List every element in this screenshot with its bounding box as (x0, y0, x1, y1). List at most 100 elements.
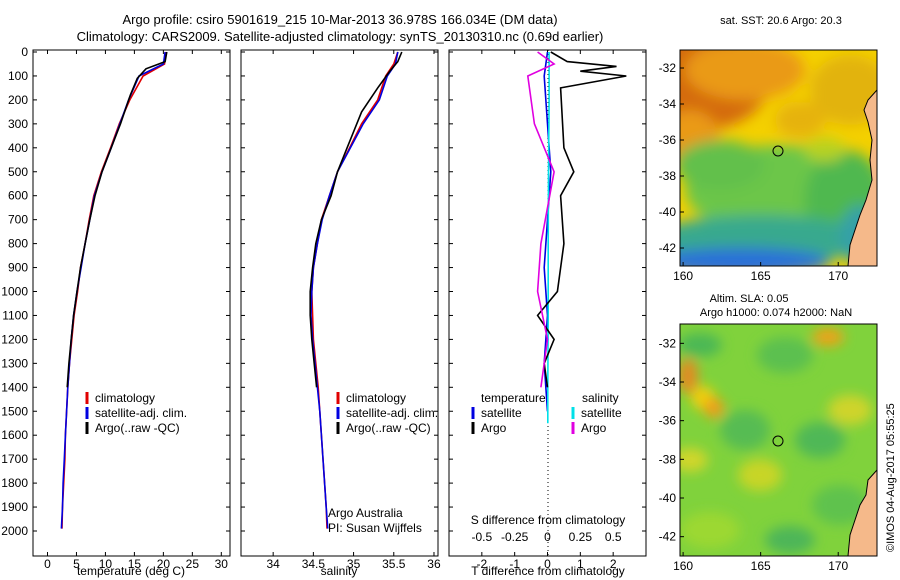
sla-map-title-line-1: Altim. SLA: 0.05 (710, 293, 789, 305)
sst-map-title: sat. SST: 20.6 Argo: 20.3 (720, 15, 842, 27)
x-tick-label: -2 (476, 557, 487, 571)
depth-tick-label: 1100 (2, 308, 28, 322)
temperature-axis-label: temperature (deg C) (77, 564, 185, 578)
map-x-tick-label: 170 (828, 559, 848, 573)
x-tick-label: -1 (509, 557, 520, 571)
depth-axis: 0 100 200 300 400 500 600 700 800 900 1000 1100 1200… (1, 45, 646, 538)
x-tick-label: 25 (186, 557, 200, 571)
x-tick-label: 15 (128, 557, 142, 571)
depth-tick-label: 0 (21, 45, 28, 59)
depth-tick-label: 800 (8, 237, 28, 251)
sla-map-ticks: 160 165 170 -32 -34 -36 -38 -40 -42 (659, 336, 849, 573)
temperature-axis-ticks: 0 5 10 15 20 25 30 (44, 50, 228, 571)
map-y-tick-label: -32 (659, 336, 677, 350)
x-tick-label: 2 (610, 557, 617, 571)
map-y-tick-label: -36 (659, 414, 677, 428)
depth-tick-label: 300 (8, 117, 28, 131)
map-x-tick-label: 160 (673, 269, 693, 283)
legend-temp-satellite-label: satellite (481, 406, 522, 420)
legend-sal-argo-label: Argo (581, 421, 607, 435)
salinity-axis-label: salinity (321, 564, 358, 578)
depth-tick-label: 1200 (1, 332, 28, 346)
legend-sal-satellite-label: satellite (581, 406, 622, 420)
sla-map-title-line-2: Argo h1000: 0.074 h2000: NaN (700, 307, 852, 319)
temperature-profiles (60, 51, 168, 529)
top-tick-label: -0.25 (501, 530, 529, 544)
legend-climatology-label: climatology (346, 391, 406, 405)
top-tick-label: 0.5 (605, 530, 622, 544)
depth-tick-label: 2000 (1, 524, 28, 538)
map-y-tick-label: -40 (659, 491, 677, 505)
map-x-tick-label: 165 (751, 269, 771, 283)
map-y-tick-label: -38 (659, 452, 677, 466)
x-tick-label: 20 (157, 557, 171, 571)
x-tick-label: 1 (577, 557, 584, 571)
temperature-legend: climatology satellite-adj. clim. Argo(..… (85, 391, 187, 435)
series-line-satellite-adj-clim- (310, 51, 399, 529)
legend-temperature-header: temperature (481, 391, 546, 405)
map-y-tick-label: -40 (659, 205, 677, 219)
sla-map-frame (679, 323, 878, 557)
figure-title-line-2: Climatology: CARS2009. Satellite-adjuste… (76, 29, 604, 44)
depth-tick-label: 1500 (1, 404, 28, 418)
series-line-argo-raw-qc- (66, 51, 168, 388)
imos-timestamp: ©IMOS 04-Aug-2017 05:55:25 (885, 403, 897, 552)
map-y-tick-label: -38 (659, 169, 677, 183)
sla-map (680, 324, 877, 556)
t-difference-axis-label: T difference from climatology (471, 564, 625, 578)
legend-argo-label: Argo(..raw -QC) (95, 421, 180, 435)
argo-australia-label: Argo Australia (328, 506, 403, 520)
legend-satellite-label: satellite-adj. clim. (346, 406, 438, 420)
legend-salinity-header: salinity (582, 391, 619, 405)
depth-tick-label: 1700 (1, 452, 28, 466)
depth-tick-label: 1600 (1, 428, 28, 442)
depth-tick-label: 500 (8, 165, 28, 179)
depth-tick-label: 1000 (1, 285, 28, 299)
salinity-legend: climatology satellite-adj. clim. Argo(..… (336, 391, 438, 435)
depth-tick-label: 900 (8, 261, 28, 275)
map-x-tick-label: 165 (751, 559, 771, 573)
depth-tick-label: 1400 (1, 380, 28, 394)
top-tick-label: 0.25 (569, 530, 593, 544)
difference-profiles (526, 51, 627, 424)
map-y-tick-label: -42 (659, 241, 677, 255)
x-tick-label: 30 (215, 557, 229, 571)
sst-map-frame (679, 49, 878, 267)
sst-map (680, 50, 877, 266)
series-line-argo (526, 51, 556, 388)
depth-tick-label: 100 (8, 69, 28, 83)
series-line-argo (536, 51, 627, 388)
map-y-tick-label: -36 (659, 133, 677, 147)
depth-tick-label: 200 (8, 93, 28, 107)
x-tick-label: 34 (266, 557, 280, 571)
x-tick-label: 34.5 (302, 557, 326, 571)
map-y-tick-label: -42 (659, 530, 677, 544)
series-line-climatology (310, 51, 399, 529)
x-tick-label: 0 (44, 557, 51, 571)
salinity-axis-ticks: 34 34.5 35 35.5 36 (266, 50, 441, 571)
legend-climatology-label: climatology (95, 391, 155, 405)
x-tick-label: 10 (99, 557, 113, 571)
top-tick-label: 0 (544, 530, 551, 544)
depth-tick-label: 700 (8, 213, 28, 227)
series-line-satellite (547, 52, 550, 424)
x-tick-label: 35 (347, 557, 361, 571)
legend-satellite-label: satellite-adj. clim. (95, 406, 187, 420)
x-tick-label: 5 (73, 557, 80, 571)
depth-tick-label: 1800 (1, 476, 28, 490)
map-x-tick-label: 160 (673, 559, 693, 573)
x-tick-label: 35.5 (382, 557, 406, 571)
difference-legend: temperature salinity satellite satellite… (471, 391, 622, 435)
sst-map-ticks: 160 165 170 -32 -34 -36 -38 -40 -42 (659, 61, 849, 283)
depth-tick-label: 600 (8, 189, 28, 203)
top-tick-label: -0.5 (471, 530, 492, 544)
depth-tick-label: 1900 (1, 500, 28, 514)
x-tick-label: 36 (427, 557, 441, 571)
temperature-panel-frame (32, 49, 231, 557)
salinity-panel-frame (240, 49, 439, 557)
difference-axis-ticks: -2 -1 0 1 2 -0.5 -0.25 0 0.25 0.5 (471, 50, 622, 571)
depth-tick-label: 1300 (1, 356, 28, 370)
s-difference-axis-label: S difference from climatology (471, 513, 626, 527)
series-line-argo-raw-qc- (309, 51, 403, 388)
